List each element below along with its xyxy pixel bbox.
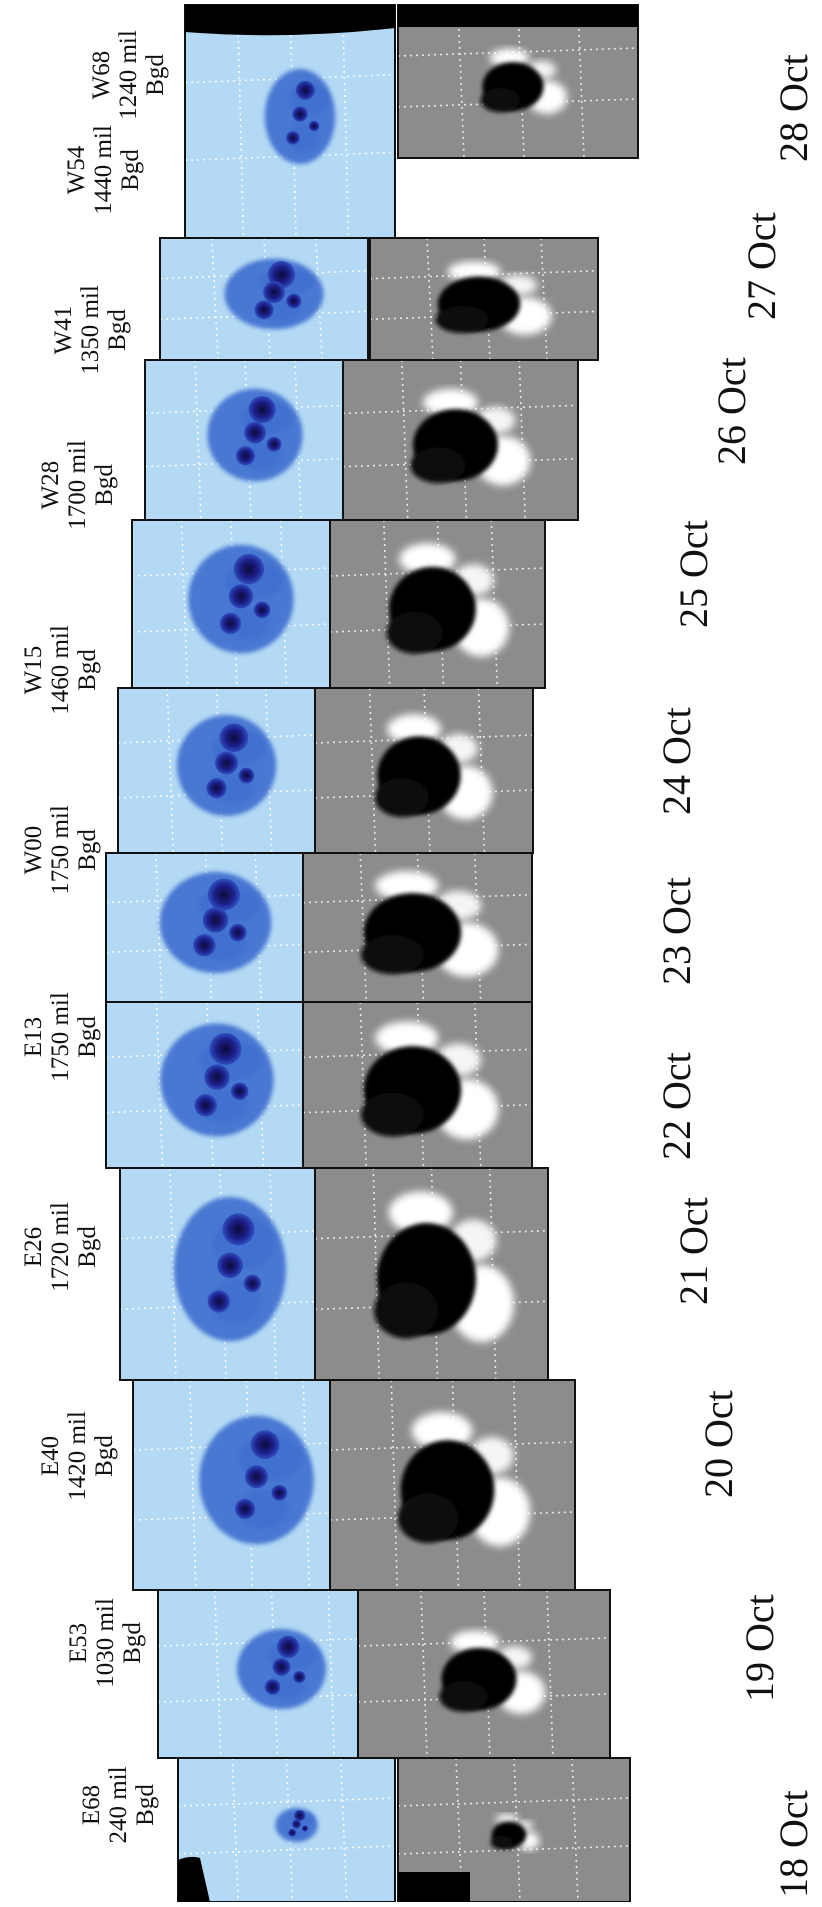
date-label-1: 19 Oct bbox=[737, 1594, 782, 1702]
day-label-4: E13 1750 mil Bgd bbox=[20, 962, 104, 1112]
position-text: E53 bbox=[65, 1622, 92, 1664]
day-label-8: W41 1350 mil Bgd bbox=[50, 255, 134, 405]
magnetogram-panel-6 bbox=[314, 687, 534, 854]
area-text: 1750 mil bbox=[47, 992, 74, 1082]
continuum-panel-1 bbox=[157, 1589, 386, 1759]
magnetogram-panel-9 bbox=[369, 237, 599, 361]
class-text: Bgd bbox=[91, 464, 118, 506]
continuum-panel-6 bbox=[117, 687, 316, 854]
class-text: Bgd bbox=[74, 829, 101, 871]
position-text: E13 bbox=[20, 1016, 47, 1058]
continuum-panel-9 bbox=[159, 237, 369, 361]
continuum-panel-5 bbox=[105, 852, 306, 1003]
date-label-3: 21 Oct bbox=[671, 1197, 716, 1305]
continuum-panel-4 bbox=[105, 1001, 309, 1169]
date-label-9: 27 Oct bbox=[739, 212, 784, 320]
magnetogram-panel-10 bbox=[397, 4, 639, 159]
day-label-2: E40 1420 mil Bgd bbox=[37, 1381, 121, 1531]
class-text: Bgd bbox=[119, 1622, 146, 1664]
area-text: 1460 mil bbox=[47, 625, 74, 715]
continuum-panel-0 bbox=[177, 1757, 396, 1903]
class-text: Bgd bbox=[74, 1016, 101, 1058]
date-label-4: 22 Oct bbox=[654, 1052, 699, 1160]
position-text: W28 bbox=[37, 460, 64, 510]
magnetogram-panel-1 bbox=[357, 1589, 611, 1759]
date-label-6: 24 Oct bbox=[654, 707, 699, 815]
continuum-panel-10 bbox=[184, 4, 396, 239]
area-text: 240 mil bbox=[105, 1766, 132, 1844]
position-text: W54 bbox=[63, 145, 90, 195]
continuum-panel-7 bbox=[131, 519, 331, 689]
magnetogram-panel-2 bbox=[329, 1379, 576, 1591]
day-label-5: W00 1750 mil Bgd bbox=[20, 775, 104, 925]
position-text: W00 bbox=[20, 825, 47, 875]
class-text: Bgd bbox=[104, 309, 131, 351]
class-text: Bgd bbox=[132, 1784, 159, 1826]
day-label-7: W28 1700 mil Bgd bbox=[37, 410, 121, 560]
area-text: 1750 mil bbox=[47, 805, 74, 895]
class-text: Bgd bbox=[74, 1226, 101, 1268]
magnetogram-panel-4 bbox=[302, 1001, 533, 1169]
area-text: 1240 mil bbox=[115, 30, 142, 120]
day-label-6: W15 1460 mil Bgd bbox=[20, 595, 104, 745]
magnetogram-panel-3 bbox=[314, 1167, 549, 1381]
class-text: Bgd bbox=[91, 1435, 118, 1477]
day-label-3: E26 1720 mil Bgd bbox=[20, 1172, 104, 1322]
magnetogram-panel-7 bbox=[329, 519, 546, 689]
position-text: E26 bbox=[20, 1226, 47, 1268]
continuum-panel-8 bbox=[144, 359, 346, 521]
date-label-8: 26 Oct bbox=[709, 357, 754, 465]
date-label-7: 25 Oct bbox=[671, 520, 716, 628]
position-text: W15 bbox=[20, 645, 47, 695]
position-text: W41 bbox=[50, 305, 77, 355]
class-text: Bgd bbox=[74, 649, 101, 691]
date-label-10: 28 Oct bbox=[771, 54, 816, 162]
area-text: 1700 mil bbox=[64, 440, 91, 530]
area-text: 1720 mil bbox=[47, 1202, 74, 1292]
magnetogram-panel-8 bbox=[342, 359, 579, 521]
area-text: 1420 mil bbox=[64, 1411, 91, 1501]
date-label-2: 20 Oct bbox=[696, 1390, 741, 1498]
date-label-5: 23 Oct bbox=[654, 877, 699, 985]
continuum-panel-2 bbox=[132, 1379, 361, 1591]
area-text: 1350 mil bbox=[77, 285, 104, 375]
day-label-1: E53 1030 mil Bgd bbox=[65, 1568, 149, 1718]
day-label-0: E68 240 mil Bgd bbox=[78, 1730, 162, 1880]
class-text: Bgd bbox=[142, 54, 169, 96]
continuum-panel-3 bbox=[119, 1167, 321, 1381]
day-label-10: W68 1240 mil Bgd bbox=[88, 0, 172, 150]
magnetogram-panel-5 bbox=[302, 852, 533, 1003]
date-label-0: 18 Oct bbox=[771, 1790, 816, 1898]
area-text: 1030 mil bbox=[92, 1598, 119, 1688]
position-text: E40 bbox=[37, 1435, 64, 1477]
position-text: E68 bbox=[78, 1784, 105, 1826]
position-text: W68 bbox=[88, 50, 115, 100]
